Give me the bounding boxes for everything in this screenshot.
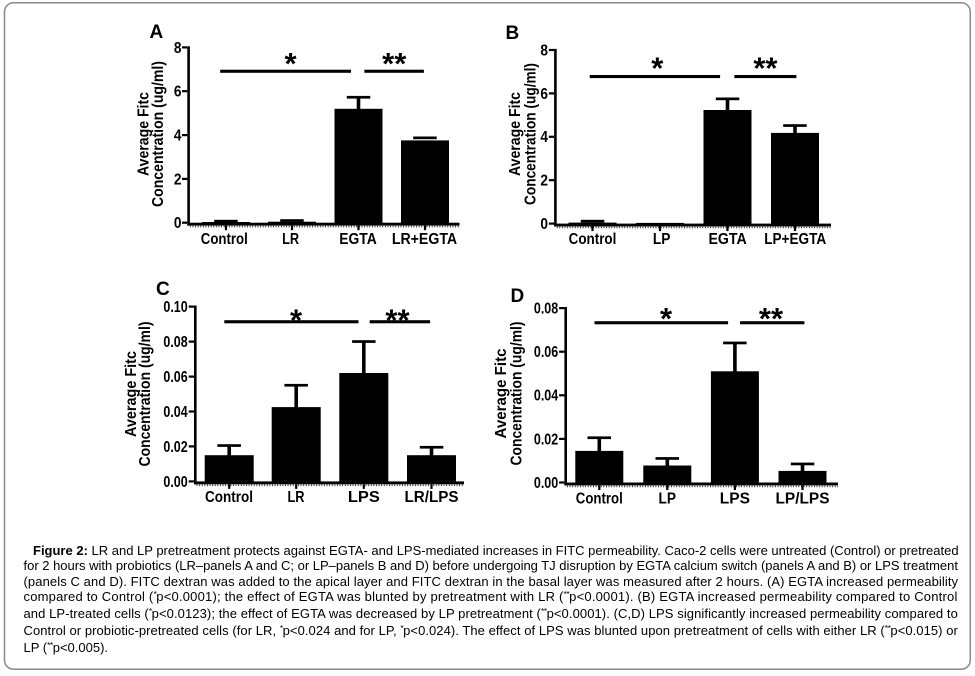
svg-text:Average Fitc: Average Fitc (136, 92, 153, 176)
svg-text:LP+EGTA: LP+EGTA (764, 231, 826, 248)
svg-text:0.06: 0.06 (163, 369, 188, 386)
svg-text:Control: Control (201, 231, 248, 248)
svg-text:0.08: 0.08 (534, 301, 559, 318)
svg-text:Average Fitc: Average Fitc (507, 92, 524, 176)
svg-text:EGTA: EGTA (709, 231, 747, 248)
svg-text:LPS: LPS (348, 489, 380, 506)
svg-text:D: D (511, 286, 525, 307)
svg-text:*: * (660, 301, 673, 336)
svg-text:4: 4 (174, 128, 182, 145)
svg-text:0: 0 (540, 216, 548, 233)
svg-text:0: 0 (174, 215, 182, 232)
svg-text:**: ** (759, 301, 784, 336)
svg-text:LP: LP (653, 231, 671, 248)
svg-text:4: 4 (540, 129, 548, 146)
svg-text:Control: Control (205, 489, 253, 506)
svg-text:LR+EGTA: LR+EGTA (392, 231, 457, 248)
svg-text:2: 2 (174, 171, 182, 188)
svg-text:LPS: LPS (720, 491, 750, 508)
svg-text:6: 6 (174, 84, 182, 101)
svg-text:LR: LR (288, 489, 305, 506)
svg-text:0.10: 0.10 (163, 299, 187, 316)
svg-text:0.08: 0.08 (163, 334, 188, 351)
svg-text:LR/LPS: LR/LPS (405, 489, 459, 506)
svg-text:0.02: 0.02 (534, 431, 558, 448)
svg-text:**: ** (753, 51, 778, 86)
svg-text:Average Fitc: Average Fitc (493, 348, 510, 438)
svg-text:**: ** (385, 302, 410, 337)
svg-text:**: ** (382, 46, 407, 81)
svg-text:0.00: 0.00 (534, 475, 558, 492)
svg-text:Concentration (ug/ml): Concentration (ug/ml) (137, 322, 154, 467)
svg-text:LR: LR (282, 231, 299, 248)
svg-text:Concentration (ug/ml): Concentration (ug/ml) (150, 61, 167, 207)
svg-text:LP/LPS: LP/LPS (776, 491, 830, 508)
svg-text:2: 2 (540, 173, 548, 190)
svg-text:0.04: 0.04 (534, 388, 559, 405)
svg-text:A: A (150, 22, 164, 43)
svg-text:LP: LP (659, 491, 677, 508)
svg-text:0.04: 0.04 (163, 404, 188, 421)
svg-text:*: * (284, 46, 297, 81)
svg-text:6: 6 (540, 86, 548, 103)
svg-text:Control: Control (569, 231, 617, 248)
svg-text:Average Fitc: Average Fitc (123, 351, 140, 437)
svg-text:Concentration (ug/ml): Concentration (ug/ml) (508, 322, 525, 466)
svg-text:8: 8 (540, 42, 548, 59)
svg-text:Control: Control (576, 491, 623, 508)
svg-text:B: B (506, 23, 520, 44)
svg-text:0.00: 0.00 (163, 474, 187, 491)
svg-text:EGTA: EGTA (339, 231, 377, 248)
svg-text:C: C (156, 279, 170, 300)
svg-text:Concentration (ug/ml): Concentration (ug/ml) (523, 63, 540, 205)
svg-text:0.02: 0.02 (163, 439, 187, 456)
svg-text:0.06: 0.06 (534, 344, 559, 361)
svg-text:*: * (290, 302, 303, 337)
svg-text:8: 8 (174, 40, 182, 57)
svg-text:*: * (651, 51, 664, 86)
